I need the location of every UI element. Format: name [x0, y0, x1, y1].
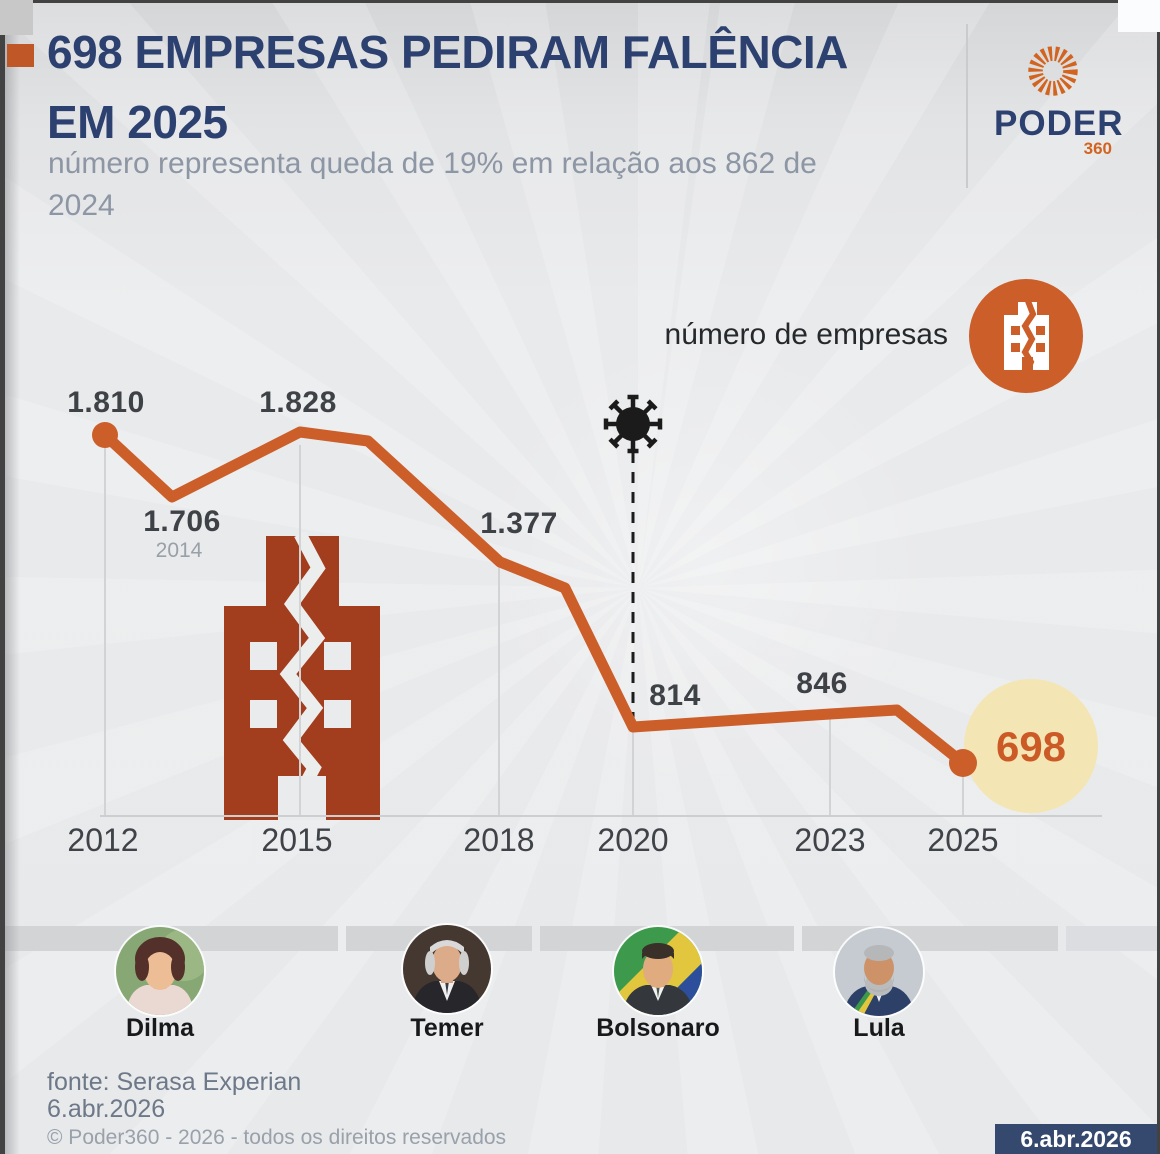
page-title-line2: EM 2025 [47, 96, 228, 148]
top-left-corner-block [0, 0, 33, 35]
avatar-bolsonaro [614, 927, 702, 1015]
source-text: fonte: Serasa Experian [47, 1068, 302, 1096]
building-door [278, 776, 326, 820]
value-label-2014: 1.706 [143, 505, 221, 538]
x-tick-2020: 2020 [597, 822, 669, 858]
broken-building-icon [969, 279, 1083, 393]
value-label-2020: 814 [649, 679, 701, 712]
value-label-2018: 1.377 [480, 507, 558, 540]
left-edge-shade [5, 3, 20, 1154]
date-badge: 6.abr.2026 [995, 1124, 1157, 1154]
president-name-temer: Temer [410, 1014, 484, 1042]
top-right-corner-block [1118, 0, 1160, 32]
value-label-2012: 1.810 [67, 386, 145, 419]
gridlines [104, 445, 964, 816]
president-name-bolsonaro: Bolsonaro [596, 1014, 720, 1042]
x-tick-2012: 2012 [67, 822, 139, 858]
poder360-sunburst-icon [1028, 46, 1078, 96]
president-name-lula: Lula [853, 1014, 905, 1042]
end-dot [949, 749, 977, 777]
start-dot [92, 422, 118, 448]
poder360-logo-360: 360 [1083, 139, 1112, 158]
source-date: 6.abr.2026 [47, 1095, 166, 1123]
logo-divider [966, 24, 968, 188]
broken-building-illustration [224, 532, 380, 820]
copyright-text: © Poder360 - 2026 - todos os direitos re… [47, 1126, 507, 1149]
value-label-2015: 1.828 [259, 386, 337, 419]
page-title-line1: 698 EMPRESAS PEDIRAM FALÊNCIA [47, 26, 848, 78]
value-sublabel-2014: 2014 [155, 539, 203, 562]
x-tick-2025: 2025 [927, 822, 999, 858]
value-label-2025: 698 [995, 723, 1067, 770]
page-subtitle-line2: 2024 [48, 189, 115, 222]
president-term-band-end [1066, 926, 1157, 951]
x-tick-2015: 2015 [261, 822, 333, 858]
legend-label: número de empresas [664, 318, 948, 351]
value-label-2023: 846 [796, 667, 848, 700]
title-bullet-marker [7, 44, 34, 67]
highlight-circle-698 [964, 679, 1098, 813]
building-crack [279, 532, 326, 798]
covid-virus-icon [598, 389, 668, 459]
poder360-logo-text: PODER [994, 104, 1124, 143]
page-subtitle-line1: número representa queda de 19% em relaçã… [48, 147, 817, 180]
avatar-temer [403, 925, 491, 1013]
x-tick-2018: 2018 [463, 822, 535, 858]
president-name-dilma: Dilma [125, 1014, 195, 1042]
avatar-dilma [116, 927, 204, 1015]
x-tick-2023: 2023 [794, 822, 866, 858]
trend-line [99, 426, 969, 769]
avatar-lula [835, 928, 923, 1016]
